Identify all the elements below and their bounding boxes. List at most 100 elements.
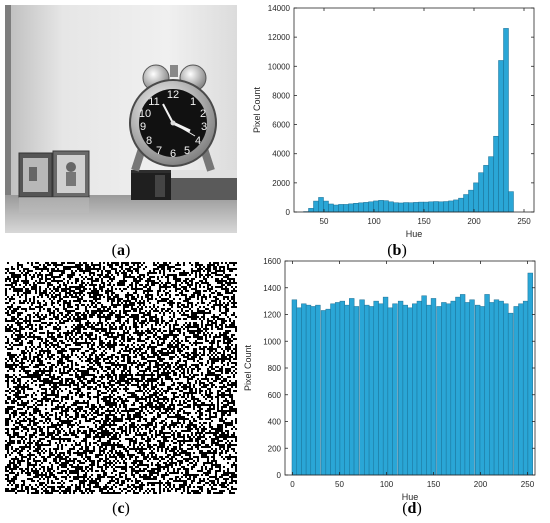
x-tick-label: 50 xyxy=(320,217,329,226)
x-tick-label: 0 xyxy=(290,480,295,489)
y-tick-label: 14000 xyxy=(268,4,291,13)
x-tick-label: 250 xyxy=(517,217,531,226)
bar-0-18 xyxy=(393,202,399,213)
svg-text:3: 3 xyxy=(201,121,207,133)
picture-frames xyxy=(18,150,90,213)
bar-1-6 xyxy=(320,310,327,476)
y-tick-label: 10000 xyxy=(268,62,291,71)
x-tick-label: 200 xyxy=(467,217,481,226)
bar-0-2 xyxy=(313,200,319,213)
bar-1-39 xyxy=(479,306,486,476)
y-axis-label: Pixel Count xyxy=(243,344,253,391)
bar-0-3 xyxy=(318,197,324,213)
bar-1-47 xyxy=(518,303,524,476)
bar-1-15 xyxy=(364,304,370,476)
bar-0-38 xyxy=(493,135,499,213)
svg-text:1: 1 xyxy=(190,96,196,108)
bar-1-18 xyxy=(378,303,384,476)
x-axis-label: Hue xyxy=(402,492,419,500)
caption-d: (d) xyxy=(402,500,422,517)
bar-1-0 xyxy=(291,299,298,476)
bar-0-8 xyxy=(343,204,349,213)
svg-text:4: 4 xyxy=(195,135,201,147)
bar-0-36 xyxy=(483,165,489,213)
bar-1-11 xyxy=(344,304,350,476)
bar-1-1 xyxy=(296,307,302,476)
bar-1-7 xyxy=(325,308,331,476)
bar-0-40 xyxy=(503,28,509,213)
svg-text:2: 2 xyxy=(200,108,206,120)
histogram-chart-d: 0 50 100 150 200 250 0 200 400 600 800 1000 1200 1400… xyxy=(243,257,536,502)
y-tick-label: 1400 xyxy=(263,284,281,293)
y-axis-label: Pixel Count xyxy=(252,86,262,133)
book xyxy=(131,170,237,200)
x-axis-label: Hue xyxy=(406,229,423,239)
bar-1-28 xyxy=(426,304,432,476)
bar-1-27 xyxy=(421,295,427,476)
bar-1-23 xyxy=(402,304,408,476)
y-tick-label: 1600 xyxy=(263,257,281,266)
noise-image xyxy=(5,262,237,494)
x-tick-label: 200 xyxy=(474,480,488,489)
bar-1-36 xyxy=(464,302,470,476)
svg-text:9: 9 xyxy=(140,121,146,133)
bar-1-34 xyxy=(455,296,461,476)
bar-0-13 xyxy=(368,201,374,213)
svg-text:11: 11 xyxy=(148,96,159,108)
alarm-clock-photo: 12 1 2 3 4 5 6 7 8 9 10 11 xyxy=(5,5,237,233)
bar-1-2 xyxy=(301,303,307,476)
bar-0-1 xyxy=(308,208,314,213)
y-tick-label: 1000 xyxy=(263,337,281,346)
bar-1-46 xyxy=(513,306,519,476)
bar-0-27 xyxy=(438,201,444,213)
x-tick-label: 150 xyxy=(417,217,431,226)
bar-0-28 xyxy=(443,201,449,213)
y-tick-label: 400 xyxy=(268,418,282,427)
y-tick-label: 12000 xyxy=(268,33,291,42)
bar-1-14 xyxy=(359,299,365,476)
bar-1-13 xyxy=(353,306,360,476)
bar-1-42 xyxy=(493,299,500,476)
bar-0-21 xyxy=(408,202,414,213)
bar-0-31 xyxy=(458,197,464,213)
histogram-chart-b: 50 100 150 200 250 0 2000 4000 6000 8000 10000 1200… xyxy=(252,4,535,239)
bar-1-30 xyxy=(436,306,442,476)
x-tick-label: 100 xyxy=(367,217,381,226)
y-tick-label: 0 xyxy=(277,471,282,480)
bar-0-23 xyxy=(418,201,424,213)
bar-1-9 xyxy=(334,302,341,476)
photo-panel-a: 12 1 2 3 4 5 6 7 8 9 10 11 xyxy=(5,5,237,233)
bar-1-29 xyxy=(430,298,437,476)
histogram-panel-d: 0 50 100 150 200 250 0 200 400 600 800 1000 1200 1400… xyxy=(240,255,550,502)
bar-1-33 xyxy=(450,300,456,476)
bar-0-37 xyxy=(488,156,494,213)
svg-text:10: 10 xyxy=(139,108,151,120)
bar-1-10 xyxy=(339,300,345,476)
bar-1-22 xyxy=(397,300,404,476)
bar-1-31 xyxy=(441,302,447,476)
y-tick-label: 200 xyxy=(268,444,282,453)
bar-1-12 xyxy=(349,298,355,476)
bar-1-3 xyxy=(305,304,312,476)
bar-0-7 xyxy=(338,204,344,213)
x-tick-label: 150 xyxy=(427,480,441,489)
svg-text:12: 12 xyxy=(167,89,179,101)
bar-1-35 xyxy=(459,294,466,476)
bar-1-19 xyxy=(382,296,389,476)
bar-0-22 xyxy=(413,202,419,213)
y-tick-label: 0 xyxy=(286,208,291,217)
x-tick-label: 250 xyxy=(521,480,535,489)
x-tick-label: 50 xyxy=(335,480,344,489)
bar-0-39 xyxy=(498,60,504,213)
bar-1-44 xyxy=(503,303,509,476)
bar-1-17 xyxy=(373,300,379,476)
svg-text:5: 5 xyxy=(184,145,190,157)
bar-0-30 xyxy=(453,199,459,213)
bar-0-12 xyxy=(363,202,369,213)
bar-0-10 xyxy=(353,203,359,213)
bar-0-33 xyxy=(468,189,474,213)
axes-box xyxy=(293,7,535,213)
bar-0-29 xyxy=(448,200,454,213)
y-tick-label: 4000 xyxy=(272,150,290,159)
bar-0-11 xyxy=(358,202,364,213)
